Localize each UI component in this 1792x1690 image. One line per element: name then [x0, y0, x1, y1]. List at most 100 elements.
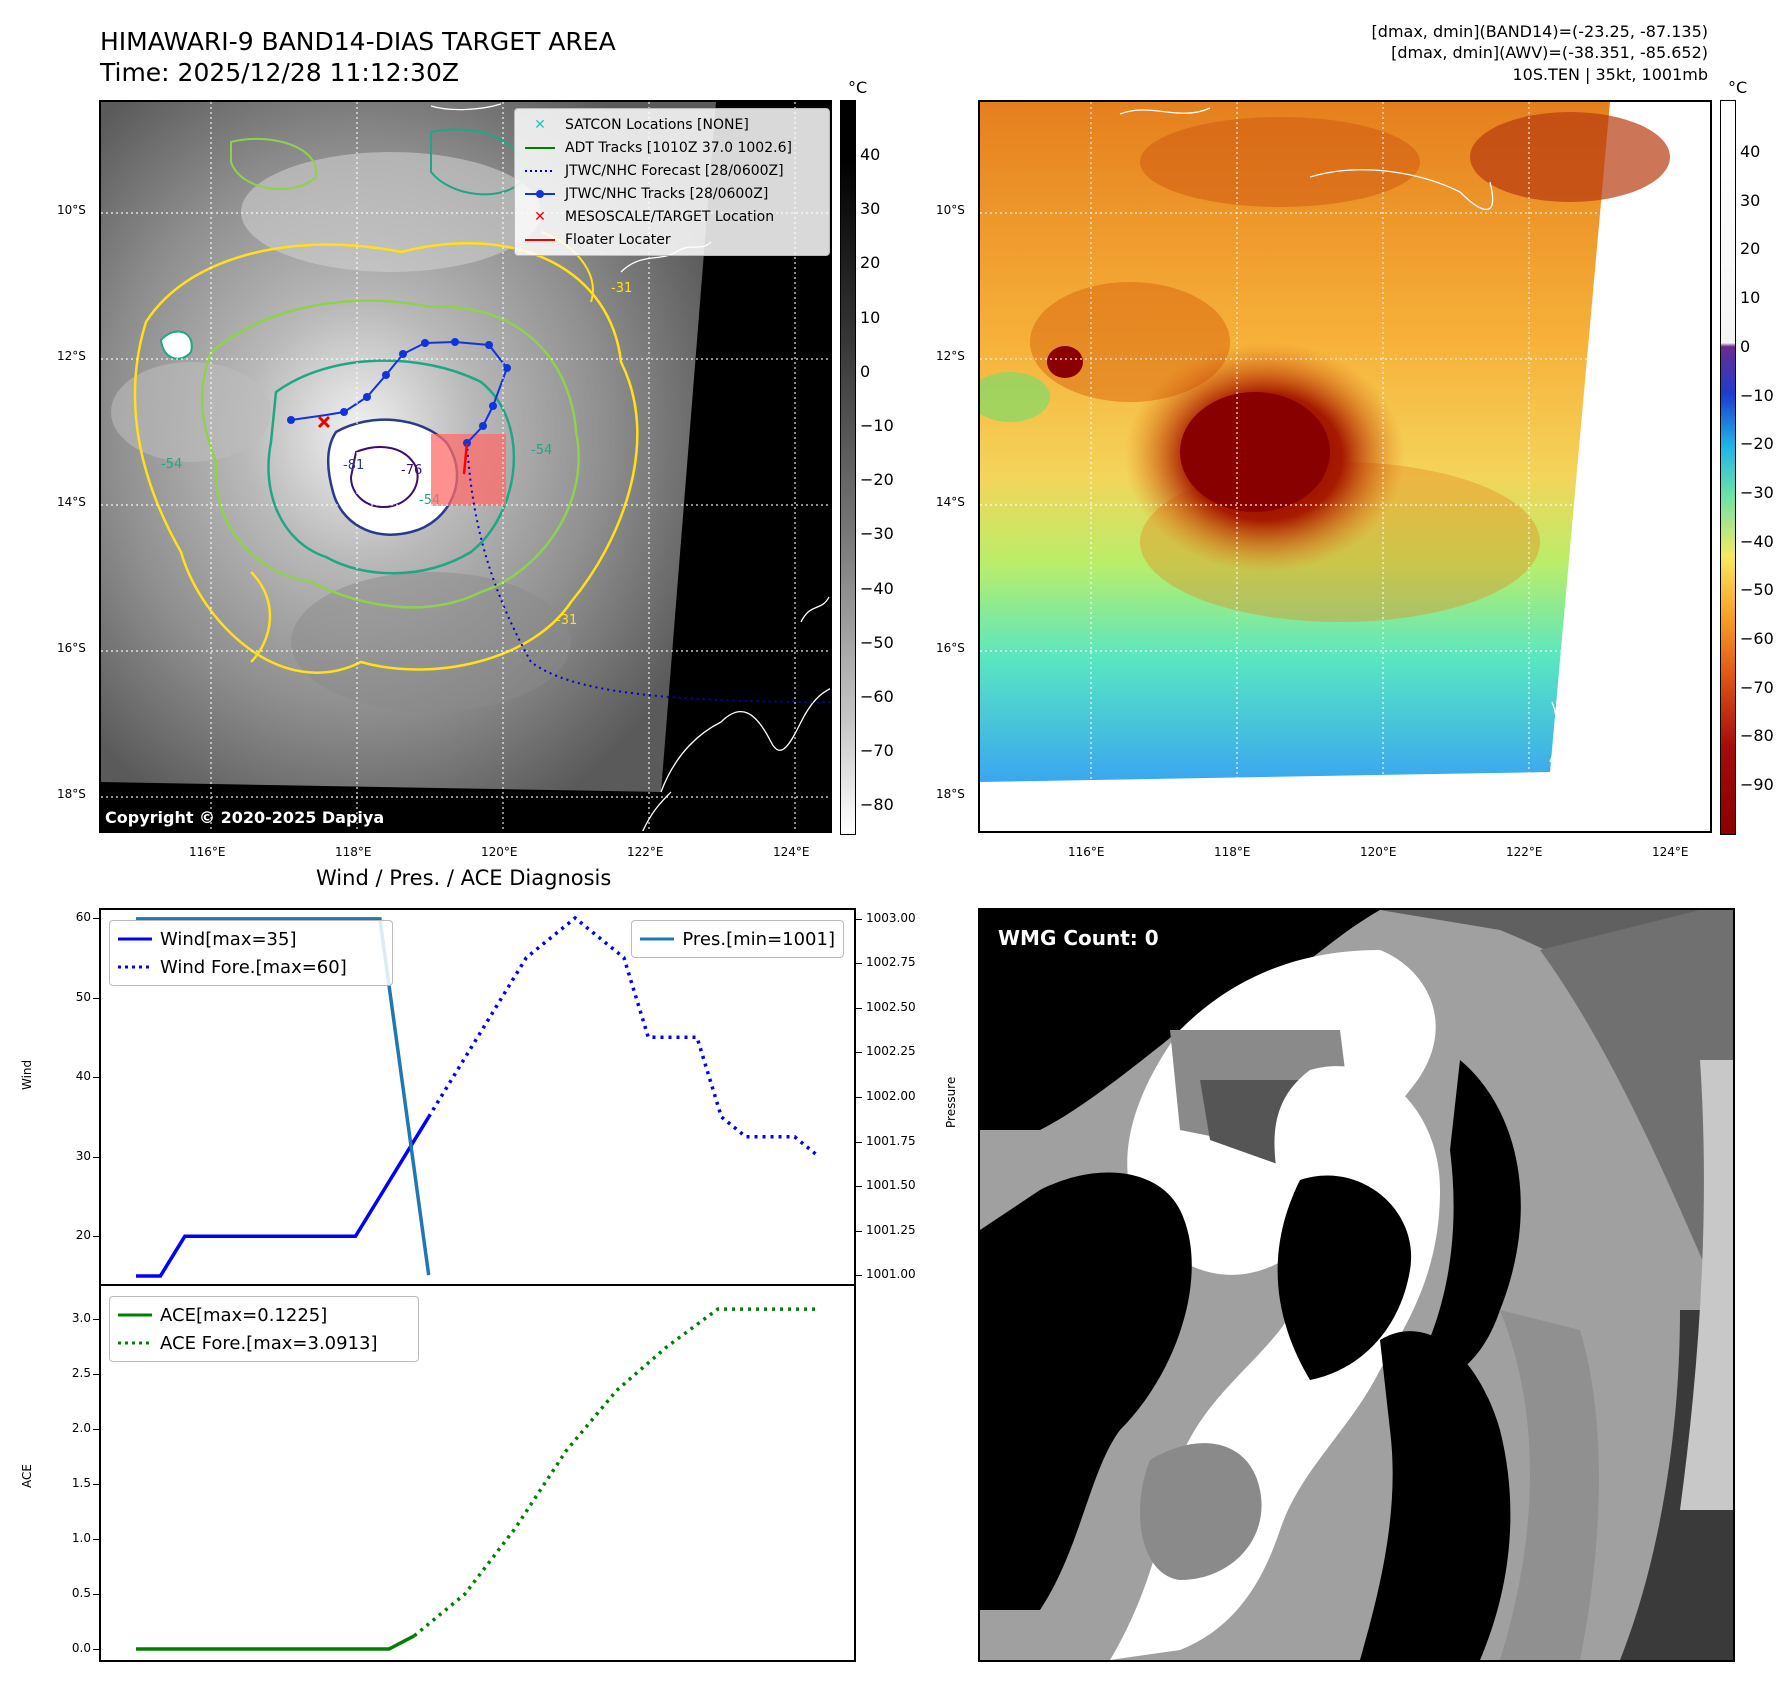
y-tick-mark	[93, 997, 99, 999]
y2-tick-label: 1001.00	[866, 1267, 916, 1282]
y-tick-mark	[93, 1429, 99, 1430]
ace-panel: ACE[max=0.1225] ACE Fore.[max=3.0913]	[99, 1284, 856, 1662]
storm-info: 10S.TEN | 35kt, 1001mb	[1512, 65, 1708, 84]
lon-label: 122°E	[1506, 845, 1543, 859]
lon-label: 122°E	[627, 845, 664, 859]
series-line-pres	[136, 917, 431, 1276]
lat-label: 12°S	[57, 349, 86, 363]
ace-line-icon	[118, 1312, 152, 1318]
y-tick-mark	[93, 1236, 99, 1238]
y2-tick-label: 1002.25	[866, 1044, 916, 1059]
y-tick-label: 20	[75, 1228, 91, 1243]
pressure-line-icon	[640, 936, 675, 942]
lon-label: 124°E	[1652, 845, 1689, 859]
colorbar-tick: −10	[1740, 385, 1774, 405]
stats-awv: [dmax, dmin](AWV)=(-38.351, -85.652)	[1391, 43, 1708, 62]
y-tick-mark	[93, 1374, 99, 1375]
colorbar-unit-right: °C	[1728, 78, 1748, 97]
y-tick-label: 1.0	[71, 1531, 91, 1545]
wmg-count-label: WMG Count: 0	[998, 926, 1159, 950]
colorbar-tick: −20	[860, 470, 894, 490]
ace-fore-dotted-icon	[118, 1340, 152, 1346]
colorbar-tick: 30	[860, 199, 881, 219]
colorbar-tick: −60	[1740, 629, 1774, 648]
series-line-ace-fore	[413, 1307, 819, 1638]
legend-label: ACE[max=0.1225]	[160, 1304, 328, 1326]
y2-tick-mark	[856, 1097, 862, 1098]
colorbar-tick: −80	[1740, 726, 1774, 746]
lon-label: 116°E	[1068, 845, 1105, 859]
legend-label: Pres.[min=1001]	[682, 928, 835, 950]
colorbar-tick: −50	[1740, 580, 1774, 600]
colorbar-tick: −40	[1740, 531, 1774, 551]
y-tick-label: 0.5	[71, 1586, 91, 1600]
forecast-dotted-icon	[523, 169, 557, 173]
contour-label: -54	[161, 457, 182, 472]
ir-map-panel: -81 -76 -54 -54 -31 -31 -54	[99, 100, 832, 833]
lon-label: 118°E	[335, 845, 372, 859]
colorbar-tick: 40	[860, 145, 881, 164]
lat-label: 12°S	[936, 349, 965, 363]
wind-axis-label: Wind	[20, 1059, 34, 1090]
colorbar-tick: −30	[1740, 482, 1774, 502]
y2-tick-label: 1001.50	[866, 1178, 916, 1193]
y-tick-mark	[93, 1156, 99, 1158]
contour-label: -31	[611, 281, 632, 296]
colorbar-tick: 10	[1740, 288, 1761, 308]
y2-tick-mark	[856, 918, 862, 920]
wind-pressure-plot	[136, 915, 821, 1278]
series-line-wind	[136, 1115, 431, 1278]
colorbar-tick: 20	[860, 253, 881, 273]
legend-label: JTWC/NHC Tracks [28/0600Z]	[565, 185, 769, 202]
colorbar-tick: −80	[860, 795, 894, 815]
y2-tick-label: 1002.00	[866, 1089, 916, 1103]
enhanced-ir-image	[980, 102, 1710, 831]
lat-label: 10°S	[936, 203, 965, 217]
legend-label: JTWC/NHC Forecast [28/0600Z]	[565, 162, 784, 179]
series-line-ace	[136, 1634, 416, 1651]
y-tick-mark	[93, 1539, 99, 1540]
y2-tick-label: 1003.00	[866, 910, 916, 925]
legend-label: MESOSCALE/TARGET Location	[565, 208, 775, 225]
diagnosis-title: Wind / Pres. / ACE Diagnosis	[316, 866, 612, 890]
y2-tick-label: 1002.50	[866, 999, 916, 1014]
ace-axis-label: ACE	[20, 1464, 34, 1488]
y2-tick-mark	[856, 1230, 862, 1232]
colorbar-tick: −70	[1740, 677, 1774, 697]
y-tick-label: 30	[75, 1148, 91, 1163]
colorbar-tick: 0	[1740, 336, 1751, 356]
y-tick-mark	[93, 1594, 99, 1595]
colorbar-tick: −70	[860, 741, 894, 761]
mesoscale-marker	[317, 415, 331, 429]
legend-label: SATCON Locations [NONE]	[565, 116, 749, 133]
pressure-legend: Pres.[min=1001]	[631, 920, 844, 958]
contour-label: -31	[556, 613, 577, 628]
colorbar-tick: −90	[1740, 775, 1774, 795]
wind-fore-dotted-icon	[118, 964, 152, 970]
adt-line-icon	[523, 146, 557, 150]
colorbar-right	[1720, 100, 1736, 835]
y2-tick-mark	[856, 963, 862, 965]
lat-label: 14°S	[57, 495, 86, 509]
y-tick-mark	[93, 1649, 99, 1650]
y2-tick-label: 1001.25	[866, 1222, 916, 1237]
y-tick-label: 0.0	[71, 1641, 91, 1655]
legend-label: ACE Fore.[max=3.0913]	[160, 1332, 378, 1354]
lat-label: 10°S	[57, 203, 86, 217]
chart-title: HIMAWARI-9 BAND14-DIAS TARGET AREA	[100, 27, 616, 56]
y-tick-label: 2.5	[71, 1366, 91, 1380]
lat-label: 16°S	[936, 641, 965, 655]
y2-tick-mark	[856, 1275, 862, 1277]
pressure-axis-label: Pressure	[944, 1076, 958, 1128]
wmg-panel: WMG Count: 0	[978, 908, 1735, 1662]
y2-tick-mark	[856, 1052, 862, 1054]
lat-label: 18°S	[57, 787, 86, 801]
lon-label: 124°E	[773, 845, 810, 859]
y-tick-label: 1.5	[71, 1476, 91, 1490]
satcon-x-icon: ✕	[534, 116, 546, 133]
colorbar-tick: 20	[1740, 239, 1761, 259]
y-tick-mark	[93, 1077, 99, 1079]
colorbar-unit-left: °C	[848, 78, 868, 97]
contour-label: -81	[343, 458, 364, 473]
legend-label: Floater Locater	[565, 231, 671, 248]
